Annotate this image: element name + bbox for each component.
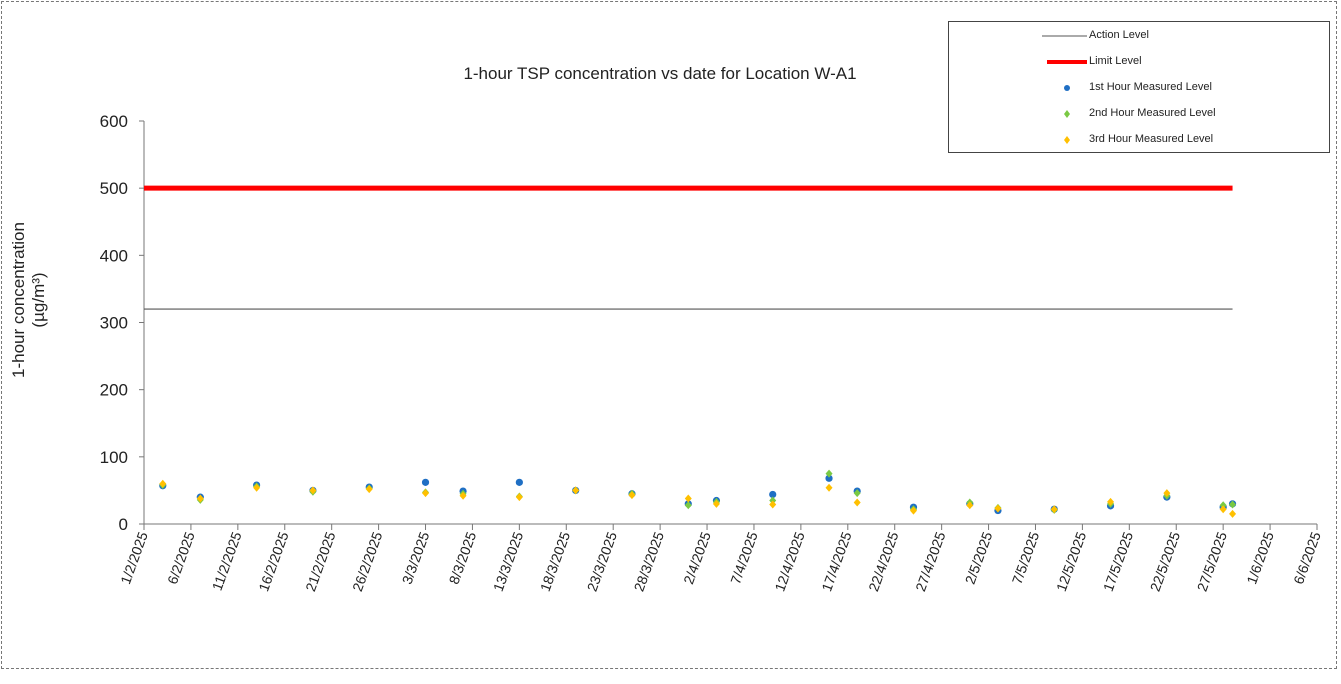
legend-label: 1st Hour Measured Level: [1089, 81, 1212, 93]
point-1st-hour: [825, 474, 833, 482]
chart-title: 1-hour TSP concentration vs date for Loc…: [463, 64, 856, 83]
point-3rd-hour: [684, 494, 692, 503]
y-axis-label-line2: (µg/m³): [29, 272, 48, 327]
2nd-hour-marker-icon: [1064, 110, 1070, 118]
point-3rd-hour: [628, 491, 636, 500]
y-tick-label: 500: [100, 179, 128, 198]
point-3rd-hour: [1219, 505, 1227, 514]
y-tick-label: 400: [100, 246, 128, 265]
point-3rd-hour: [309, 486, 317, 495]
x-tick-label: 26/2/2025: [349, 529, 385, 593]
legend-item-3rd-hour: 3rd Hour Measured Level: [949, 130, 1329, 150]
x-tick-label: 17/4/2025: [818, 529, 854, 593]
y-tick-label: 300: [100, 314, 128, 333]
3rd-hour-marker-icon: [1064, 136, 1070, 144]
x-tick-label: 2/5/2025: [962, 529, 996, 586]
point-2nd-hour: [769, 496, 777, 505]
x-tick-label: 7/4/2025: [727, 529, 761, 586]
x-tick-label: 12/4/2025: [771, 529, 807, 593]
point-3rd-hour: [159, 479, 167, 488]
point-3rd-hour: [459, 491, 467, 500]
point-3rd-hour: [1050, 505, 1058, 514]
legend-item-2nd-hour: 2nd Hour Measured Level: [949, 104, 1329, 124]
x-tick-label: 13/3/2025: [490, 529, 526, 593]
point-2nd-hour: [825, 469, 833, 478]
point-1st-hour: [769, 490, 777, 499]
legend-item-limit-level: Limit Level: [949, 52, 1329, 72]
x-tick-label: 17/5/2025: [1100, 529, 1136, 593]
y-tick-label: 100: [100, 448, 128, 467]
x-tick-label: 1/6/2025: [1243, 529, 1277, 586]
legend: Action Level Limit Level 1st Hour Measur…: [948, 21, 1330, 153]
point-1st-hour: [515, 478, 523, 486]
x-tick-label: 18/3/2025: [537, 529, 573, 593]
y-tick-label: 600: [100, 112, 128, 131]
action-level-line-icon: [1042, 35, 1087, 37]
point-2nd-hour: [1229, 500, 1237, 509]
point-3rd-hour: [1107, 497, 1115, 506]
x-tick-label: 27/5/2025: [1194, 529, 1230, 593]
1st-hour-marker-icon: [1064, 85, 1070, 91]
y-tick-label: 0: [119, 515, 128, 534]
limit-level-line-icon: [1047, 60, 1087, 64]
point-3rd-hour: [853, 498, 861, 507]
legend-label: Action Level: [1089, 29, 1149, 41]
point-3rd-hour: [712, 499, 720, 508]
y-axis-label-line1: 1-hour concentration: [9, 222, 28, 378]
x-tick-label: 21/2/2025: [302, 529, 338, 593]
point-3rd-hour: [1229, 509, 1237, 518]
point-2nd-hour: [853, 489, 861, 498]
point-3rd-hour: [994, 504, 1002, 513]
legend-item-action-level: Action Level: [949, 26, 1329, 46]
x-tick-label: 1/2/2025: [117, 529, 151, 586]
point-1st-hour: [421, 478, 430, 486]
point-3rd-hour: [966, 501, 974, 510]
point-3rd-hour: [365, 485, 373, 494]
x-tick-label: 6/2/2025: [164, 529, 198, 586]
point-3rd-hour: [909, 506, 917, 515]
point-3rd-hour: [1163, 489, 1171, 498]
legend-label: 3rd Hour Measured Level: [1089, 133, 1214, 145]
x-tick-label: 23/3/2025: [584, 529, 620, 593]
x-tick-label: 8/3/2025: [446, 529, 480, 586]
point-3rd-hour: [825, 483, 833, 492]
x-tick-label: 27/4/2025: [912, 529, 948, 593]
legend-label: Limit Level: [1089, 55, 1142, 67]
x-tick-label: 12/5/2025: [1053, 529, 1089, 593]
x-tick-label: 2/4/2025: [680, 529, 714, 586]
x-tick-label: 3/3/2025: [399, 529, 433, 586]
legend-label: 2nd Hour Measured Level: [1089, 107, 1216, 119]
legend-item-1st-hour: 1st Hour Measured Level: [949, 78, 1329, 98]
point-3rd-hour: [196, 494, 204, 503]
point-3rd-hour: [422, 489, 430, 498]
x-tick-label: 7/5/2025: [1009, 529, 1043, 586]
y-tick-label: 200: [100, 381, 128, 400]
x-tick-label: 22/5/2025: [1147, 529, 1183, 593]
x-tick-label: 22/4/2025: [865, 529, 901, 593]
point-3rd-hour: [253, 483, 261, 492]
point-3rd-hour: [515, 493, 523, 502]
x-tick-label: 6/6/2025: [1290, 529, 1324, 586]
x-tick-label: 16/2/2025: [255, 529, 291, 593]
x-tick-label: 28/3/2025: [631, 529, 667, 593]
point-3rd-hour: [769, 500, 777, 509]
x-tick-label: 11/2/2025: [209, 529, 245, 592]
point-3rd-hour: [572, 486, 580, 495]
point-2nd-hour: [1219, 501, 1227, 510]
point-2nd-hour: [684, 501, 692, 510]
chart-frame: [1, 1, 1337, 669]
